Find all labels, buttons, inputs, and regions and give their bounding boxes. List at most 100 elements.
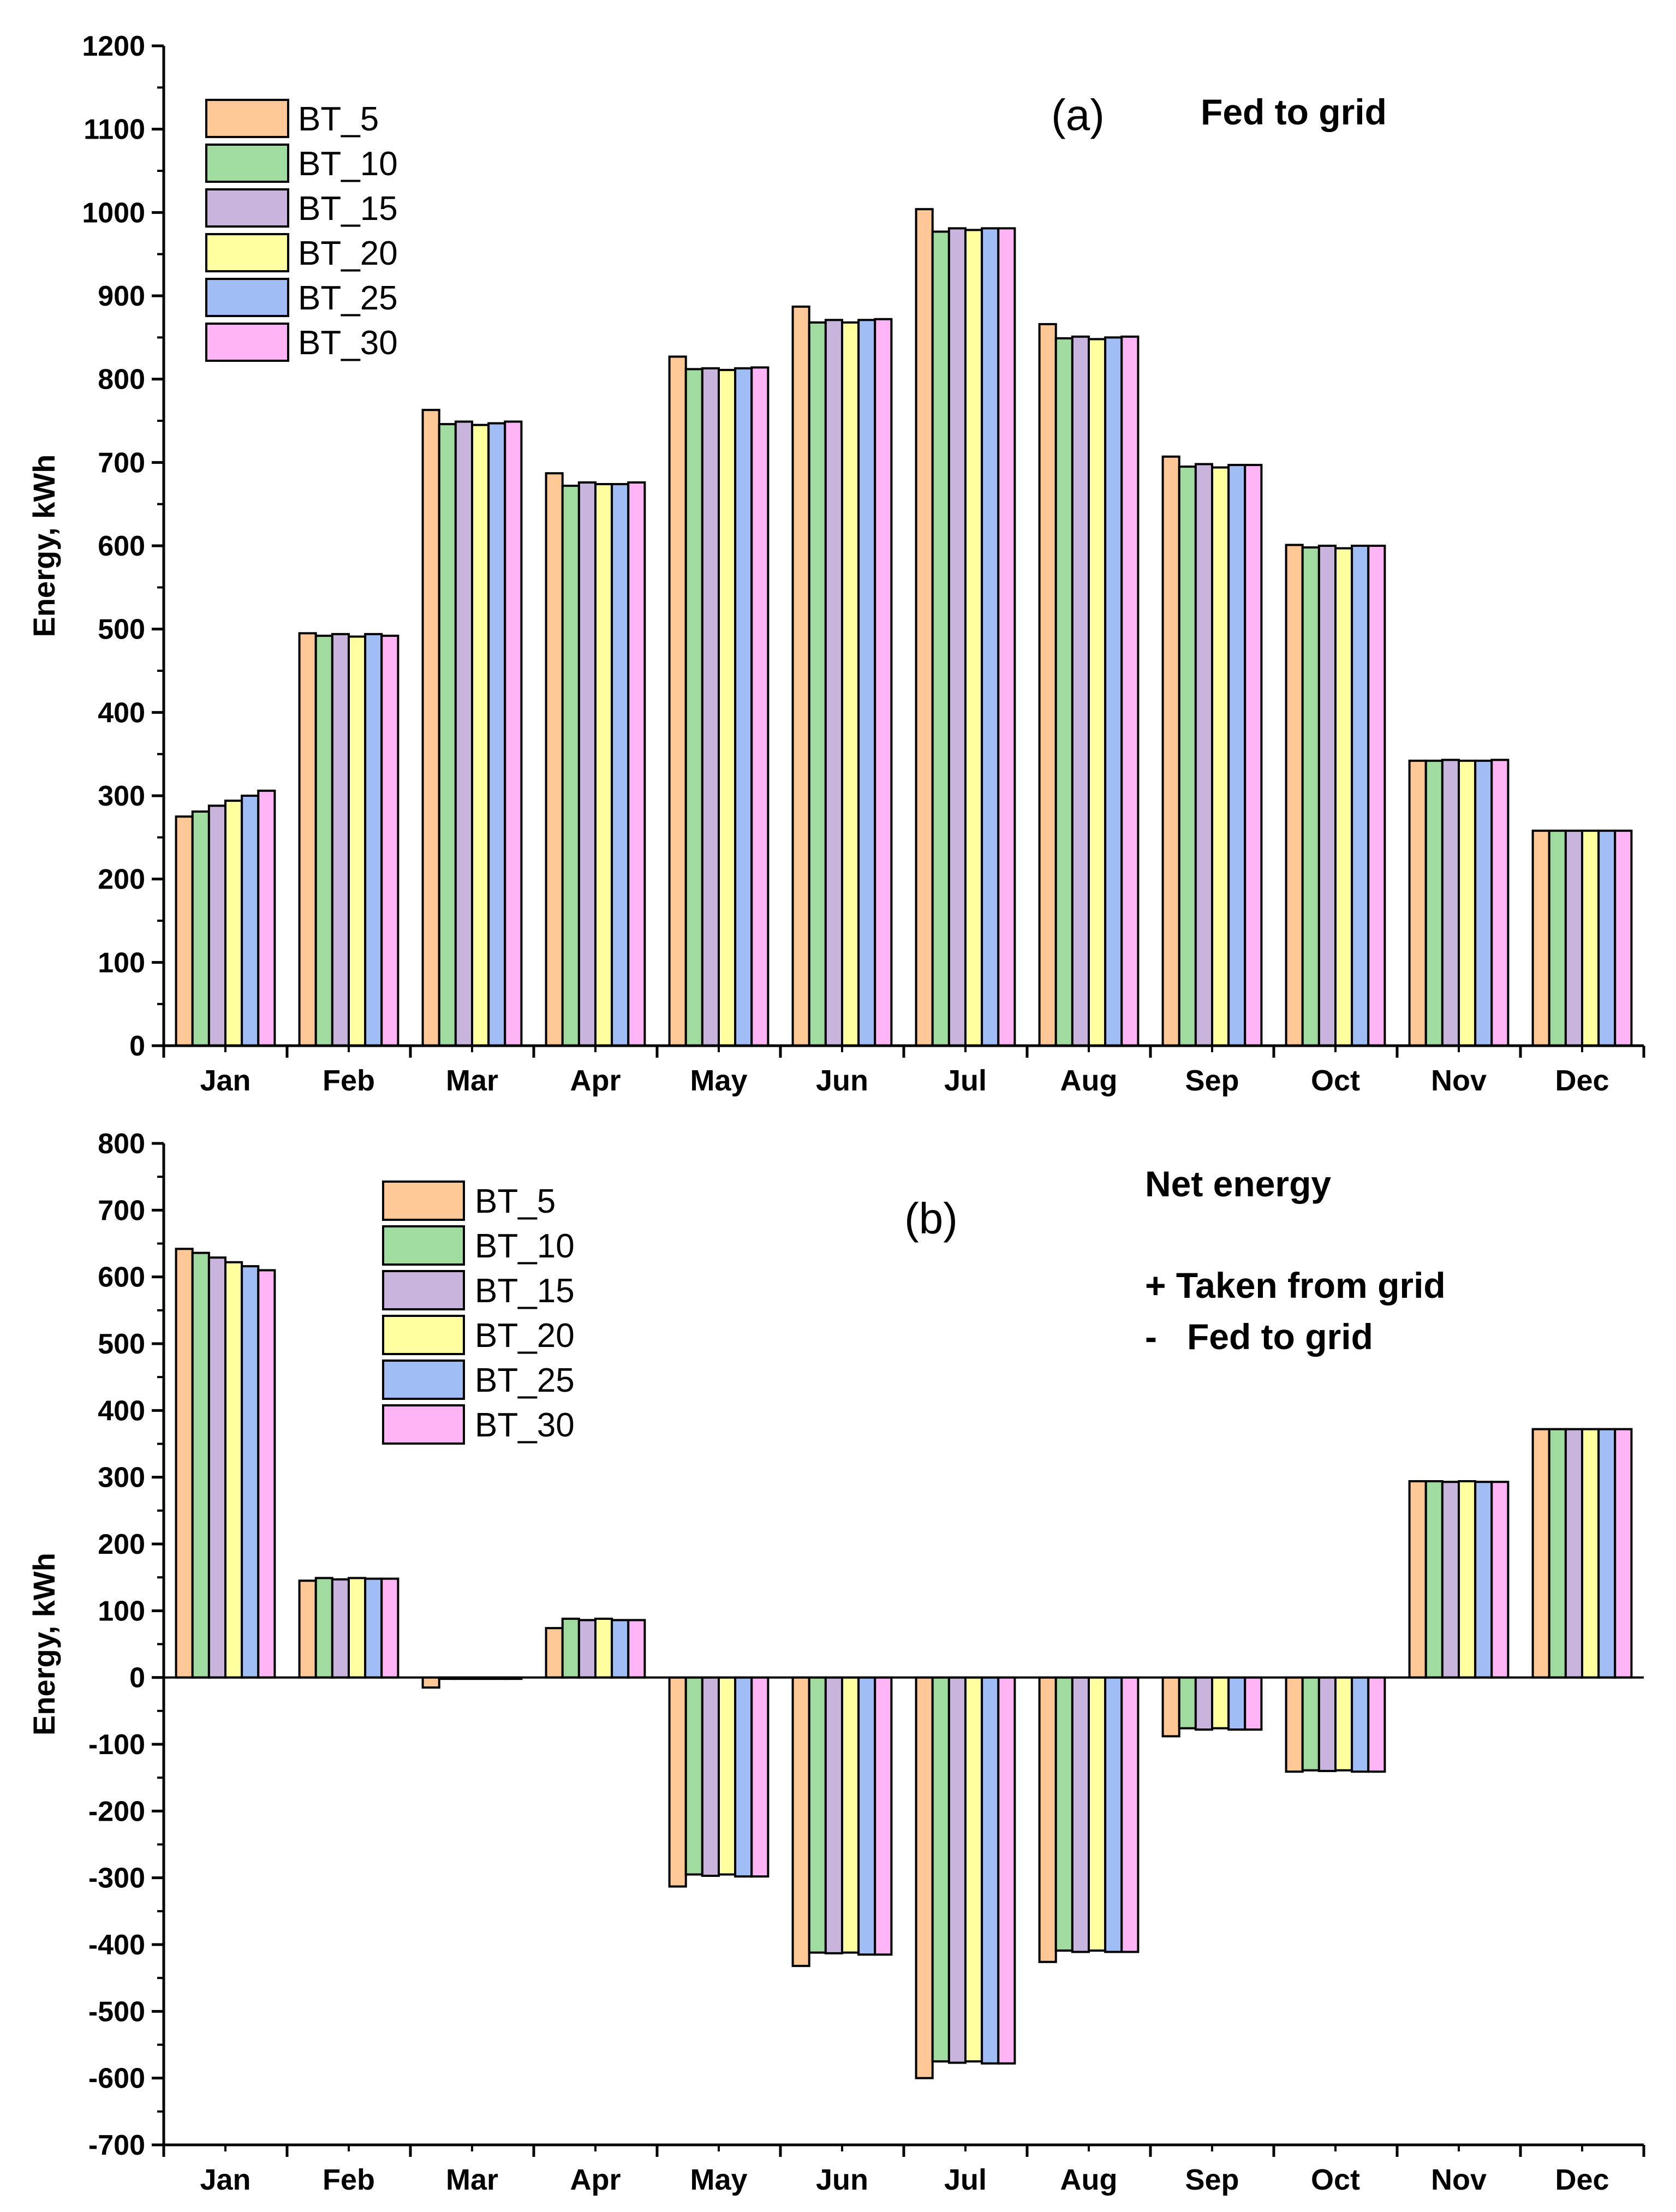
- bar-bt_5-sep: [1161, 1676, 1180, 1738]
- bar-bt_15-may: [701, 1676, 720, 1877]
- y-tick-label: -500: [88, 1996, 145, 2028]
- bar-bt_25-aug: [1104, 336, 1123, 1047]
- bar-bt_30-oct: [1367, 1676, 1386, 1773]
- x-tick-label-jun: Jun: [816, 1064, 868, 1097]
- y-tick-label: -100: [88, 1729, 145, 1761]
- y-tick-label: 400: [98, 697, 145, 729]
- bar-bt_10-may: [684, 368, 703, 1047]
- bar-bt_5-dec: [1531, 830, 1550, 1047]
- bar-bt_15-jun: [824, 1676, 844, 1954]
- legend-swatch-bt_25: [382, 1360, 465, 1400]
- legend-swatch-bt_10: [382, 1225, 465, 1266]
- bar-bt_5-apr: [545, 1627, 564, 1679]
- legend-label-bt_5: BT_5: [298, 100, 379, 138]
- bar-bt_15-feb: [331, 1578, 350, 1679]
- bar-bt_25-feb: [364, 633, 383, 1047]
- bar-bt_25-nov: [1474, 1481, 1493, 1679]
- bar-bt_15-apr: [577, 1619, 597, 1679]
- x-tick-label-jan: Jan: [200, 2163, 250, 2196]
- legend-swatch-bt_15: [382, 1270, 465, 1310]
- y-tick-label: 0: [129, 1662, 145, 1694]
- bar-bt_20-sep: [1211, 1676, 1230, 1730]
- bar-bt_15-aug: [1071, 1676, 1090, 1953]
- bar-bt_20-dec: [1581, 830, 1600, 1047]
- panel-label: (b): [904, 1194, 958, 1243]
- legend-label-bt_10: BT_10: [475, 1227, 575, 1265]
- legend-swatch-bt_10: [205, 144, 289, 183]
- bar-bt_25-jul: [981, 1676, 1000, 2065]
- x-tick-label-mar: Mar: [446, 2163, 498, 2196]
- bar-bt_30-apr: [627, 481, 646, 1047]
- bar-bt_20-feb: [348, 1577, 367, 1679]
- bar-bt_30-jul: [997, 227, 1016, 1047]
- bar-bt_20-dec: [1581, 1428, 1600, 1679]
- bar-bt_5-may: [668, 355, 687, 1047]
- x-tick-label-may: May: [690, 1064, 747, 1097]
- annotation-2: - Fed to grid: [1145, 1316, 1373, 1357]
- bar-bt_20-jul: [964, 229, 983, 1047]
- bar-bt_20-jan: [224, 800, 243, 1047]
- bar-bt_10-mar: [438, 423, 457, 1047]
- bar-bt_25-may: [734, 367, 753, 1047]
- legend-label-bt_20: BT_20: [298, 235, 398, 272]
- x-tick-label-nov: Nov: [1431, 2163, 1487, 2196]
- bar-bt_20-sep: [1211, 466, 1230, 1047]
- bar-bt_25-dec: [1597, 1428, 1617, 1679]
- bar-bt_30-oct: [1367, 545, 1386, 1047]
- legend-swatch-bt_20: [205, 233, 289, 272]
- bar-bt_15-jul: [947, 227, 967, 1047]
- bar-bt_20-apr: [594, 1618, 613, 1679]
- legend-swatch-bt_25: [205, 278, 289, 317]
- legend-label-bt_20: BT_20: [475, 1317, 575, 1355]
- y-tick-label: 300: [98, 1462, 145, 1494]
- bar-bt_5-oct: [1285, 544, 1304, 1047]
- bar-bt_20-may: [718, 368, 737, 1047]
- x-tick-label-dec: Dec: [1555, 2163, 1609, 2196]
- bar-bt_5-aug: [1038, 323, 1057, 1047]
- bar-bt_10-dec: [1548, 830, 1567, 1047]
- legend-label-bt_5: BT_5: [475, 1183, 556, 1220]
- bar-bt_15-oct: [1317, 1676, 1337, 1772]
- bar-bt_10-aug: [1054, 1676, 1073, 1952]
- bar-bt_10-apr: [561, 1618, 580, 1679]
- y-tick-label: 700: [98, 447, 145, 479]
- y-tick-label: 1100: [83, 114, 145, 146]
- x-tick-label-aug: Aug: [1060, 1064, 1118, 1097]
- bar-bt_5-jan: [175, 1248, 194, 1679]
- bar-bt_15-mar: [454, 420, 473, 1047]
- y-tick-label: 1000: [82, 197, 145, 229]
- bar-bt_10-nov: [1424, 1480, 1444, 1679]
- bar-bt_5-nov: [1408, 1480, 1427, 1679]
- y-axis-title: Energy, kWh: [27, 1553, 61, 1736]
- y-axis-title: Energy, kWh: [27, 454, 61, 637]
- legend-swatch-bt_15: [205, 188, 289, 228]
- bar-bt_25-nov: [1474, 759, 1493, 1047]
- bar-bt_10-sep: [1178, 465, 1197, 1047]
- bar-bt_15-jan: [207, 1256, 227, 1679]
- x-tick-label-jan: Jan: [200, 1064, 250, 1097]
- bar-bt_15-dec: [1564, 830, 1584, 1047]
- bar-bt_5-jul: [915, 1676, 934, 2079]
- bar-bt_25-jun: [857, 1676, 876, 1956]
- bar-bt_20-oct: [1334, 1676, 1353, 1772]
- x-tick-label-jul: Jul: [944, 2163, 987, 2196]
- bar-bt_5-may: [668, 1676, 687, 1888]
- bar-bt_10-nov: [1424, 759, 1444, 1047]
- bar-bt_25-mar: [487, 422, 506, 1047]
- bar-bt_20-jan: [224, 1261, 243, 1679]
- bar-bt_15-jun: [824, 319, 844, 1047]
- y-tick-label: 0: [129, 1030, 145, 1062]
- chart-title: Net energy: [1145, 1164, 1331, 1204]
- bar-bt_10-apr: [561, 485, 580, 1047]
- y-tick-label: 600: [98, 1262, 145, 1293]
- bar-bt_15-sep: [1194, 463, 1214, 1047]
- bar-bt_20-may: [718, 1676, 737, 1876]
- x-tick-label-sep: Sep: [1185, 1064, 1239, 1097]
- x-tick-label-jun: Jun: [816, 2163, 868, 2196]
- x-tick-label-jul: Jul: [944, 1064, 987, 1097]
- bar-bt_25-jul: [981, 227, 1000, 1047]
- bar-bt_30-nov: [1490, 1481, 1510, 1679]
- bar-bt_10-jan: [191, 1251, 210, 1679]
- bar-bt_5-nov: [1408, 759, 1427, 1047]
